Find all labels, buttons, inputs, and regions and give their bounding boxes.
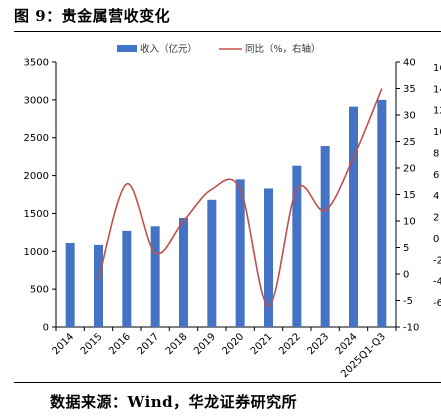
yoy-growth-line — [97, 88, 383, 307]
x-tick-label: 2016 — [107, 331, 133, 357]
bar-2015 — [94, 244, 103, 327]
axes: 0 500 1000 1500 2000 2500 3000 3500 -10 -5 0 5 10 15 2… — [24, 58, 420, 381]
legend-label-yoy: 同比（%，右轴） — [245, 43, 321, 55]
x-tick-label: 2023 — [306, 331, 332, 357]
clipped-axis-label: 12 — [433, 106, 441, 117]
right-tick-label: -10 — [403, 323, 419, 334]
right-tick-label: 0 — [403, 270, 409, 281]
right-tick-label: 30 — [403, 111, 416, 122]
bar-2019 — [207, 199, 217, 327]
clipped-axis-labels: 16 14 12 10 8 6 4 2 0 -2 -4 -6 — [433, 63, 441, 309]
bar-2022 — [292, 165, 302, 327]
x-tick-label: 2015 — [79, 331, 105, 357]
bar-2021 — [264, 188, 273, 327]
bar-2020 — [235, 179, 245, 327]
left-tick-label: 3500 — [24, 58, 49, 69]
clipped-axis-label: 2 — [433, 213, 439, 224]
bar-2023 — [320, 146, 330, 327]
right-tick-label: -5 — [403, 296, 413, 307]
bar-2014 — [65, 242, 75, 327]
x-tick-label: 2021 — [249, 331, 275, 357]
clipped-axis-label: -4 — [433, 277, 441, 288]
clipped-axis-label: 6 — [433, 170, 439, 181]
right-tick-label: 15 — [403, 190, 416, 201]
bar-2017 — [150, 226, 160, 327]
clipped-axis-label: 14 — [433, 84, 441, 95]
clipped-axis-label: 16 — [433, 63, 441, 74]
legend-swatch-revenue — [117, 45, 137, 52]
left-tick-label: 3000 — [24, 95, 49, 106]
figure-title: 图 9：贵金属营收变化 — [14, 7, 171, 25]
x-tick-label: 2024 — [334, 331, 360, 357]
x-tick-label: 2020 — [221, 331, 247, 357]
bar-2025Q1-Q3 — [377, 99, 387, 327]
right-tick-label: 25 — [403, 137, 416, 148]
clipped-axis-label: 8 — [433, 148, 439, 159]
x-tick-label: 2019 — [192, 331, 218, 357]
top-rule — [14, 31, 441, 32]
right-tick-label: 5 — [403, 243, 409, 254]
x-tick-label: 2017 — [136, 331, 162, 357]
clipped-axis-label: 0 — [433, 234, 439, 245]
legend: 收入（亿元） 同比（%，右轴） — [117, 43, 321, 55]
left-tick-label: 1500 — [24, 209, 49, 220]
bar-series — [65, 99, 387, 328]
left-tick-label: 2000 — [24, 171, 49, 182]
right-tick-label: 35 — [403, 84, 416, 95]
line-series — [97, 88, 383, 307]
left-tick-label: 0 — [43, 323, 49, 334]
left-tick-label: 500 — [30, 285, 49, 296]
x-tick-label: 2014 — [51, 331, 77, 357]
bar-2024 — [349, 106, 358, 328]
x-tick-label: 2018 — [164, 331, 190, 357]
clipped-axis-label: 4 — [433, 191, 439, 202]
clipped-axis-label: -6 — [433, 298, 441, 309]
left-tick-label: 2500 — [24, 133, 49, 144]
x-tick-label: 2022 — [277, 331, 303, 357]
bar-2018 — [179, 217, 188, 327]
left-tick-label: 1000 — [24, 247, 49, 258]
bar-2016 — [122, 230, 132, 327]
right-tick-label: 10 — [403, 217, 416, 228]
legend-label-revenue: 收入（亿元） — [140, 43, 197, 55]
revenue-chart: 0 500 1000 1500 2000 2500 3000 3500 -10 -5 0 5 10 15 2… — [24, 43, 441, 381]
clipped-axis-label: 10 — [433, 127, 441, 138]
bottom-rule — [14, 382, 441, 383]
source-note: 数据来源：Wind，华龙证券研究所 — [50, 393, 298, 411]
right-tick-label: 40 — [403, 58, 416, 69]
right-tick-label: 20 — [403, 164, 416, 175]
clipped-axis-label: -2 — [433, 255, 441, 266]
